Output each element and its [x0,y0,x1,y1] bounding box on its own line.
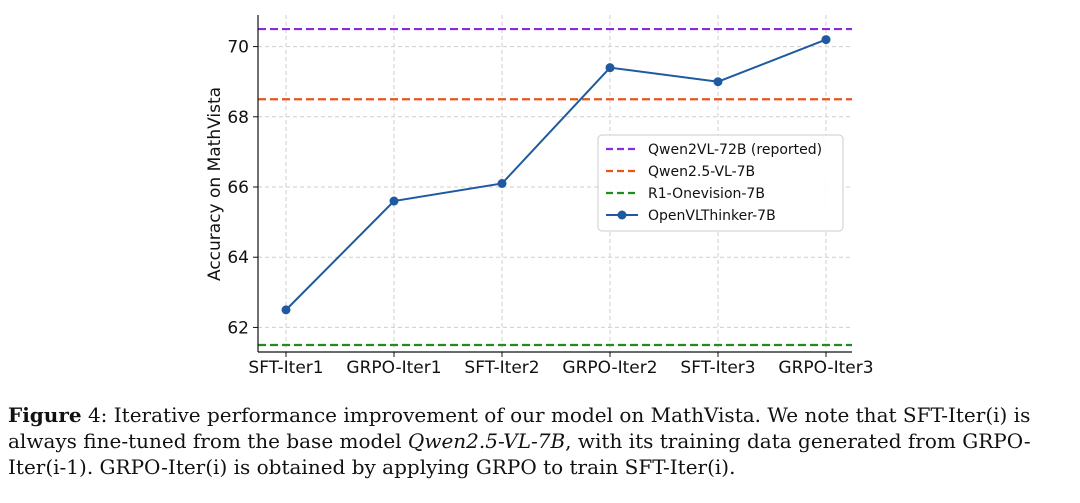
y-tick-labels: 62 64 66 68 70 [227,38,249,339]
figure-number: 4: [87,403,108,427]
data-point [713,77,723,87]
legend: Qwen2VL-72B (reported) Qwen2.5-VL-7B R1-On… [597,134,844,232]
y-tick-label: 66 [227,178,249,198]
legend-item: R1-Onevision-7B [606,186,765,202]
y-tick-label: 70 [227,38,249,58]
legend-label: OpenVLThinker-7B [648,208,776,224]
data-point [605,63,615,73]
y-tick-label: 62 [227,318,249,338]
x-tick-label: SFT-Iter2 [464,358,539,378]
x-tick-label: GRPO-Iter3 [778,358,873,378]
x-tick-label: GRPO-Iter2 [562,358,657,378]
axes [253,15,852,357]
data-point [497,179,507,188]
legend-label: R1-Onevision-7B [648,186,765,202]
y-axis-label: Accuracy on MathVista [205,87,225,281]
legend-item: Qwen2VL-72B (reported) [606,142,822,158]
legend-box [597,134,844,232]
x-tick-labels: SFT-Iter1 GRPO-Iter1 SFT-Iter2 GRPO-Iter2 SF… [248,358,873,378]
legend-item: OpenVLThinker-7B [606,208,776,224]
reference-lines [258,27,852,347]
legend-label: Qwen2.5-VL-7B [648,164,755,180]
legend-item: Qwen2.5-VL-7B [606,164,755,180]
caption-text-1: Iterative performance improvement of our… [8,403,1031,453]
data-point [821,35,831,45]
y-tick-label: 68 [227,108,249,128]
figure-label: Figure [8,403,82,427]
data-point [389,196,399,206]
legend-marker [617,210,627,220]
caption-model-name: Qwen2.5-VL-7B [407,429,566,453]
caption-text-2: , with its training data generated from … [8,429,1031,479]
legend-label: Qwen2VL-72B (reported) [648,142,822,158]
series-line-path [285,38,827,311]
x-tick-label: SFT-Iter1 [248,358,323,378]
x-tick-label: SFT-Iter3 [680,358,755,378]
series-line [281,35,831,315]
figure-caption: Figure 4: Iterative performance improvem… [8,402,1074,480]
line-chart: SFT-Iter1 GRPO-Iter1 SFT-Iter2 GRPO-Iter2 SF… [205,15,874,378]
x-tick-label: GRPO-Iter1 [346,358,441,378]
y-tick-label: 64 [227,248,249,268]
data-point [281,305,291,315]
